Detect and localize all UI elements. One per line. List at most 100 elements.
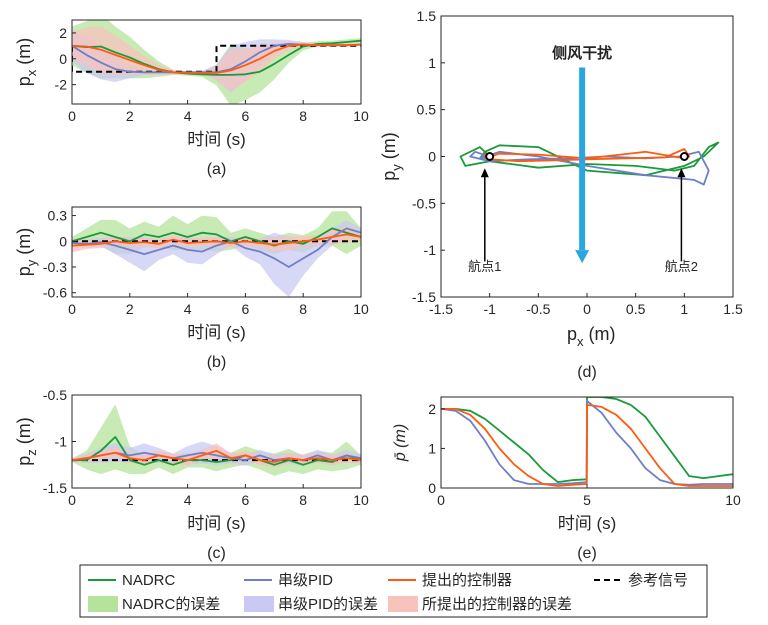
legend-label-pid: 串级PID — [278, 572, 333, 589]
x-tick-label: 4 — [184, 108, 192, 124]
y-tick-label: 1 — [428, 55, 436, 71]
x-tick-label: 8 — [299, 301, 307, 317]
x-tick-label: -0.5 — [526, 301, 550, 317]
x-tick-label: 10 — [353, 108, 369, 124]
series-line-prop — [483, 148, 691, 163]
legend-label-nadrc_err: NADRC的误差 — [122, 596, 220, 613]
panel-caption: (d) — [577, 364, 597, 381]
plot-area-b — [72, 211, 361, 297]
y-axis-label-unit: (m) — [14, 38, 34, 70]
y-tick-label: -2 — [55, 77, 68, 93]
plot-area-c — [72, 404, 361, 476]
y-tick-label: 2 — [59, 25, 67, 41]
panel-c: 0 2 4 6 8 10 -0.5 -1 -1.5 时间 (s) pz (m) (c) — [14, 387, 369, 562]
y-tick-label: 2 — [428, 401, 436, 417]
y-tick-label: -1.5 — [43, 480, 67, 496]
x-tick-label: 0 — [68, 492, 76, 508]
x-tick-label: 0 — [68, 108, 76, 124]
y-axis-label-unit: (m) — [379, 132, 399, 164]
x-tick-label: 2 — [126, 301, 134, 317]
x-tick-label: 10 — [725, 492, 741, 508]
y-axis-label-main: p — [14, 456, 34, 466]
y-tick-label: -0.5 — [412, 195, 436, 211]
y-axis-label: px (m) — [14, 38, 39, 87]
x-axis-label-unit: (m) — [584, 324, 616, 344]
series-line-pid — [72, 227, 361, 268]
x-tick-label: 4 — [184, 301, 192, 317]
x-tick-label: 5 — [583, 492, 591, 508]
x-axis-label-sub: x — [577, 334, 584, 349]
x-tick-label: 6 — [242, 301, 250, 317]
y-axis-label: p̄ (m) — [392, 424, 409, 462]
x-axis-label: 时间 (s) — [187, 323, 246, 342]
x-tick-label: -1.5 — [429, 301, 453, 317]
x-tick-label: 4 — [184, 492, 192, 508]
x-tick-label: 10 — [353, 301, 369, 317]
series-line-prop — [441, 404, 733, 487]
y-tick-label: 0.5 — [417, 102, 437, 118]
panel-caption: (e) — [577, 545, 597, 562]
x-axis-label-main: p — [567, 324, 577, 344]
panel-caption: (a) — [207, 161, 227, 178]
x-tick-label: 0 — [583, 301, 591, 317]
x-axis-label: 时间 (s) — [187, 130, 246, 149]
y-axis-label: pz (m) — [14, 417, 39, 466]
y-axis-label-main: p — [14, 266, 34, 276]
panel-b: 0 2 4 6 8 10 0.3 0 -0.3 -0.6 时间 (s) py (m) (b) — [14, 206, 369, 371]
legend-label-ref: 参考信号 — [628, 572, 688, 589]
series-line-prop — [72, 43, 361, 74]
y-axis-label-sub: y — [24, 259, 39, 266]
annotation-arrow-head — [480, 168, 489, 178]
x-tick-label: 10 — [353, 492, 369, 508]
y-axis-label-main: p — [379, 171, 399, 181]
x-tick-label: 2 — [126, 108, 134, 124]
x-axis-label: 时间 (s) — [558, 514, 617, 533]
x-tick-label: 0 — [437, 492, 445, 508]
x-tick-label: 6 — [242, 492, 250, 508]
y-tick-label: -1 — [424, 242, 437, 258]
plot-area-e — [441, 397, 733, 487]
y-axis-label: py (m) — [14, 228, 39, 277]
panel-caption: (c) — [207, 545, 226, 562]
legend-swatch-pid_err — [244, 596, 274, 612]
plot-area-d — [459, 141, 720, 186]
y-axis-label-sub: y — [389, 164, 404, 171]
y-tick-label: -1.5 — [412, 289, 436, 305]
y-axis-label-unit: (m) — [14, 417, 34, 449]
series-line-pid — [469, 150, 710, 186]
y-axis-label-main: p — [14, 76, 34, 86]
x-tick-label: 0.5 — [626, 301, 646, 317]
annotation-arrow-head — [677, 168, 686, 178]
error-band-prop — [72, 225, 361, 253]
x-tick-label: 8 — [299, 108, 307, 124]
waypoint-marker-2 — [679, 152, 689, 161]
x-tick-label: -1 — [483, 301, 496, 317]
y-axis-label-unit: (m) — [14, 228, 34, 260]
y-tick-label: 1 — [428, 440, 436, 456]
y-axis-label-sub: z — [24, 449, 39, 456]
y-tick-label: 0 — [428, 149, 436, 165]
x-tick-label: 1 — [680, 301, 688, 317]
y-tick-label: 1.5 — [417, 8, 437, 24]
error-band-prop — [72, 26, 361, 92]
legend: NADRC 串级PID 提出的控制器 参考信号 NADRC的误差 串级PID的误差 所提出的… — [79, 564, 708, 618]
y-tick-label: 0 — [59, 233, 67, 249]
waypoint-marker-1 — [485, 152, 495, 161]
x-axis-label: 时间 (s) — [187, 514, 246, 533]
y-axis-label: py (m) — [379, 132, 404, 181]
series-line-nadrc — [72, 436, 361, 466]
waypoint-label-2: 航点2 — [665, 259, 698, 274]
plot-area-a — [72, 20, 361, 104]
y-axis-label-sub: x — [24, 69, 39, 76]
y-tick-label: -0.3 — [43, 259, 67, 275]
legend-label-nadrc: NADRC — [122, 572, 176, 589]
legend-label-prop_err: 所提出的控制器的误差 — [422, 596, 572, 613]
x-axis-label: px (m) — [567, 324, 616, 349]
waypoint-label-1: 航点1 — [468, 259, 501, 274]
legend-swatch-nadrc_err — [88, 596, 118, 612]
x-tick-label: 1.5 — [723, 301, 743, 317]
panel-d: -1.5 -1 -0.5 0 0.5 1 1.51.510.50-0.5-1-1.5px (… — [379, 8, 743, 381]
